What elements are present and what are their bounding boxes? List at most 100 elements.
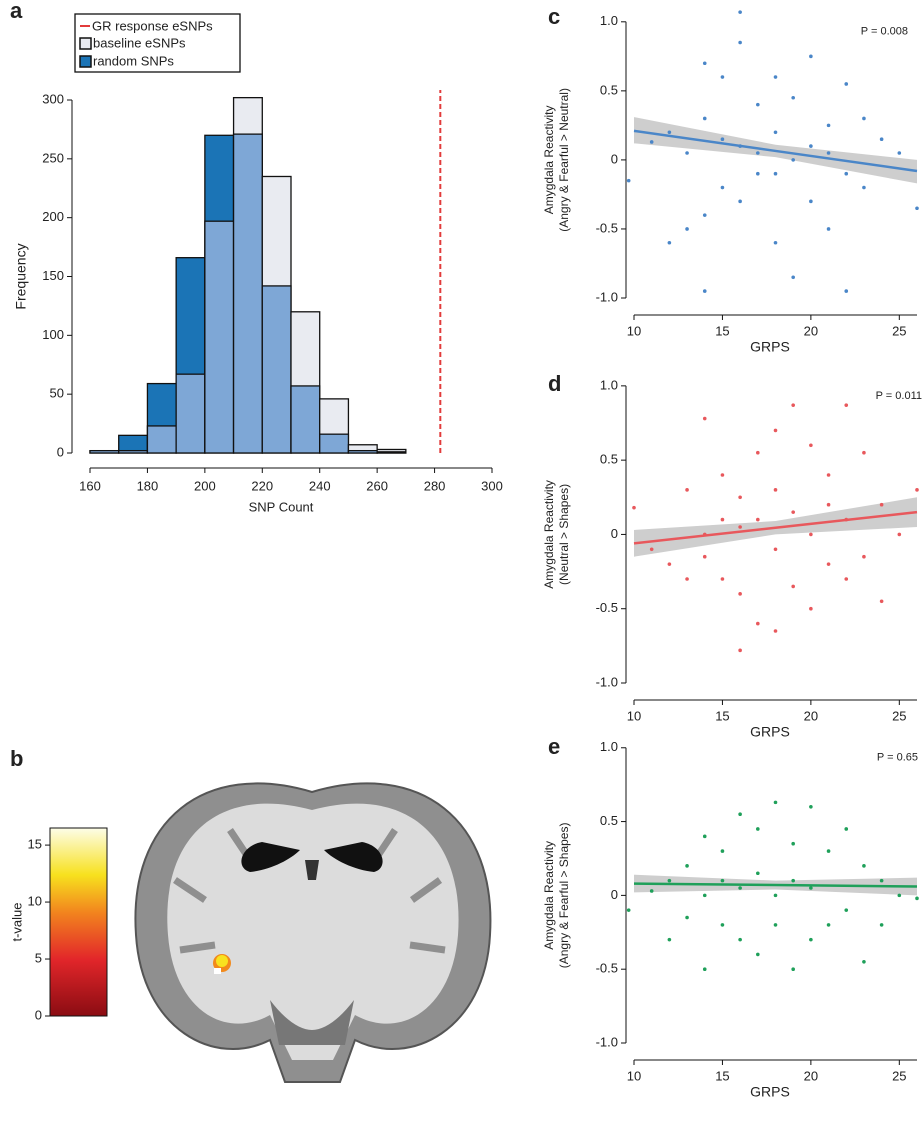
- scatter-point: [898, 533, 902, 537]
- colorbar-label: t-value: [9, 902, 24, 941]
- scatter-point: [844, 172, 848, 176]
- scatter-point: [703, 213, 707, 217]
- scatter-point: [703, 61, 707, 65]
- x-tick-label: 15: [715, 708, 729, 723]
- colorbar-tick-label: 0: [35, 1007, 42, 1022]
- scatter-point: [915, 206, 919, 210]
- y-tick-label: 0.5: [600, 813, 618, 828]
- scatter-point: [703, 417, 707, 421]
- scatter-point: [880, 923, 884, 927]
- scatter-point: [721, 923, 725, 927]
- scatter-point: [738, 41, 742, 45]
- x-tick-label: 10: [627, 323, 641, 338]
- histogram-bar: [348, 451, 377, 453]
- y-tick-label: 300: [42, 91, 64, 106]
- scatter-point: [703, 289, 707, 293]
- scatter-point: [791, 510, 795, 514]
- x-tick-label: 15: [715, 323, 729, 338]
- histogram-bar: [90, 451, 119, 453]
- scatter-point: [774, 172, 778, 176]
- scatter-point: [915, 897, 919, 901]
- scatter-point: [721, 473, 725, 477]
- scatter-point: [880, 879, 884, 883]
- scatter-point: [898, 151, 902, 155]
- x-tick-label: 280: [424, 478, 446, 493]
- scatter-point: [650, 547, 654, 551]
- y-axis-label: Amygdala Reactivity: [542, 841, 556, 950]
- scatter-point: [738, 649, 742, 653]
- scatter-point: [685, 227, 689, 231]
- y-tick-label: 200: [42, 209, 64, 224]
- legend-swatch: [80, 56, 91, 67]
- scatter-point: [685, 864, 689, 868]
- histogram-bar: [291, 386, 320, 453]
- scatter-point: [756, 871, 760, 875]
- x-tick-label: 15: [715, 1068, 729, 1083]
- scatter-point: [844, 827, 848, 831]
- scatter-point: [756, 518, 760, 522]
- y-tick-label: 100: [42, 327, 64, 342]
- histogram-bar: [262, 286, 291, 453]
- x-axis-label: GRPS: [750, 724, 790, 740]
- scatter-point: [809, 886, 813, 890]
- histogram-bar: [234, 134, 263, 453]
- x-tick-label: 240: [309, 478, 331, 493]
- histogram-bar: [147, 426, 176, 453]
- scatter-point: [862, 186, 866, 190]
- scatter-point: [627, 179, 631, 183]
- scatter-point: [738, 886, 742, 890]
- scatter-point: [756, 622, 760, 626]
- scatter-point: [721, 186, 725, 190]
- scatter-point: [791, 967, 795, 971]
- scatter-point: [809, 55, 813, 59]
- scatter-point: [756, 151, 760, 155]
- scatter-point: [703, 894, 707, 898]
- scatter-point: [774, 547, 778, 551]
- y-tick-label: 0: [611, 887, 618, 902]
- histogram-bar: [176, 374, 205, 453]
- y-tick-label: 1.0: [600, 13, 618, 28]
- y-tick-label: -0.5: [596, 961, 618, 976]
- scatter-point: [703, 117, 707, 121]
- x-tick-label: 10: [627, 708, 641, 723]
- y-tick-label: 1.0: [600, 377, 618, 392]
- y-axis-label: Amygdala Reactivity: [542, 480, 556, 589]
- legend-label: baseline eSNPs: [93, 35, 186, 50]
- scatter-point: [738, 938, 742, 942]
- scatter-point: [738, 200, 742, 204]
- histogram-bar: [320, 434, 349, 453]
- panel-label: e: [548, 734, 560, 759]
- colorbar-tick-label: 5: [35, 950, 42, 965]
- x-tick-label: 200: [194, 478, 216, 493]
- y-tick-label: 0.5: [600, 82, 618, 97]
- legend-label: random SNPs: [93, 53, 174, 68]
- p-value: P = 0.011: [876, 390, 922, 402]
- scatter-point: [721, 137, 725, 141]
- scatter-point: [844, 403, 848, 407]
- scatter-point: [721, 577, 725, 581]
- scatter-point: [721, 518, 725, 522]
- scatter-point: [721, 849, 725, 853]
- scatter-point: [685, 577, 689, 581]
- scatter-point: [738, 592, 742, 596]
- y-tick-label: 150: [42, 268, 64, 283]
- panel-label: d: [548, 371, 561, 396]
- scatter-point: [774, 241, 778, 245]
- scatter-point: [844, 577, 848, 581]
- scatter-point: [844, 82, 848, 86]
- histogram-bar: [205, 221, 234, 453]
- figure: 0501001502002503001601802002202402602803…: [0, 0, 924, 1129]
- y-axis-label: (Angry & Fearful > Neutral): [557, 88, 571, 232]
- scatter-point: [827, 562, 831, 566]
- scatter-point: [862, 555, 866, 559]
- x-tick-label: 180: [137, 478, 159, 493]
- scatter-point: [632, 506, 636, 510]
- x-tick-label: 25: [892, 323, 906, 338]
- scatter-point: [756, 827, 760, 831]
- scatter-point: [827, 849, 831, 853]
- x-tick-label: 260: [366, 478, 388, 493]
- scatter-point: [791, 158, 795, 162]
- scatter-point: [668, 938, 672, 942]
- x-tick-label: 20: [804, 323, 818, 338]
- x-axis-label: GRPS: [750, 1084, 790, 1100]
